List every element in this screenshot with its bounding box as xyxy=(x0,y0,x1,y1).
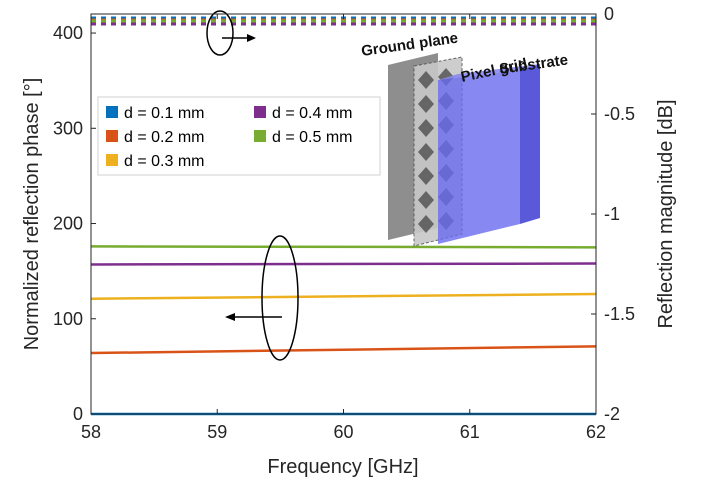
pixel-cell xyxy=(418,191,434,209)
pixel-cell xyxy=(418,167,434,185)
y-left-tick-label: 0 xyxy=(73,404,83,424)
series-line-phase-5 xyxy=(90,245,597,249)
y-left-tick-label: 200 xyxy=(53,214,83,234)
y-right-tick-label: -1.5 xyxy=(604,304,635,324)
x-tick-label: 61 xyxy=(460,422,480,442)
legend-box xyxy=(97,96,381,176)
legend-entry: d = 0.2 mm xyxy=(124,129,204,146)
x-axis-label: Frequency [GHz] xyxy=(267,456,418,478)
y-left-tick-label: 100 xyxy=(53,309,83,329)
x-tick-label: 60 xyxy=(333,422,353,442)
legend-swatch xyxy=(254,106,266,118)
y-axis-right-label: Reflection magnitude [dB] xyxy=(655,99,677,328)
magnitude-curves-ellipse xyxy=(206,10,234,56)
legend-entry: d = 0.4 mm xyxy=(272,105,352,122)
substrate-top xyxy=(438,64,540,80)
y-left-tick-label: 300 xyxy=(53,118,83,138)
series-line-phase-4 xyxy=(90,262,597,266)
pixel-cell xyxy=(418,71,434,89)
pixel-cell xyxy=(418,95,434,113)
substrate-front xyxy=(438,70,520,244)
legend-swatch xyxy=(254,130,266,142)
legend-entry: d = 0.5 mm xyxy=(272,129,352,146)
legend-entry: d = 0.1 mm xyxy=(124,105,204,122)
legend: d = 0.1 mm d = 0.4 mm d = 0.2 mm d = 0.5 mm… xyxy=(97,96,381,176)
right-axis-arrowhead xyxy=(247,34,256,42)
x-tick-label: 58 xyxy=(81,422,101,442)
legend-entry: d = 0.3 mm xyxy=(124,153,204,170)
axis-indicators xyxy=(206,10,299,361)
y-right-tick-label: -0.5 xyxy=(604,104,635,124)
x-tick-label: 62 xyxy=(586,422,606,442)
left-axis-arrowhead xyxy=(225,313,235,321)
structure-inset: Ground plane Pixel grid Substrate xyxy=(360,30,569,247)
x-tick-label: 59 xyxy=(207,422,227,442)
series-line-phase-2 xyxy=(90,345,597,355)
y-axis-left-label: Normalized reflection phase [°] xyxy=(21,78,43,351)
ground-plane-label: Ground plane xyxy=(360,30,459,60)
y-right-tick-label: -1 xyxy=(604,204,620,224)
substrate-side xyxy=(520,64,540,224)
series-line-phase-3 xyxy=(90,292,597,301)
y-left-tick-label: 400 xyxy=(53,23,83,43)
pixel-cell xyxy=(418,215,434,233)
phase-curves-ellipse xyxy=(261,235,299,361)
y-right-tick-label: -2 xyxy=(604,404,620,424)
pixel-cell xyxy=(418,119,434,137)
axis-ticks: 58 59 60 61 62 0 100 200 300 400 -2 -1.5 -1 -0.5 0 xyxy=(53,4,635,442)
y-right-tick-label: 0 xyxy=(604,4,614,24)
pixel-cell xyxy=(418,143,434,161)
legend-swatch xyxy=(106,106,118,118)
legend-swatch xyxy=(106,130,118,142)
legend-swatch xyxy=(106,154,118,166)
